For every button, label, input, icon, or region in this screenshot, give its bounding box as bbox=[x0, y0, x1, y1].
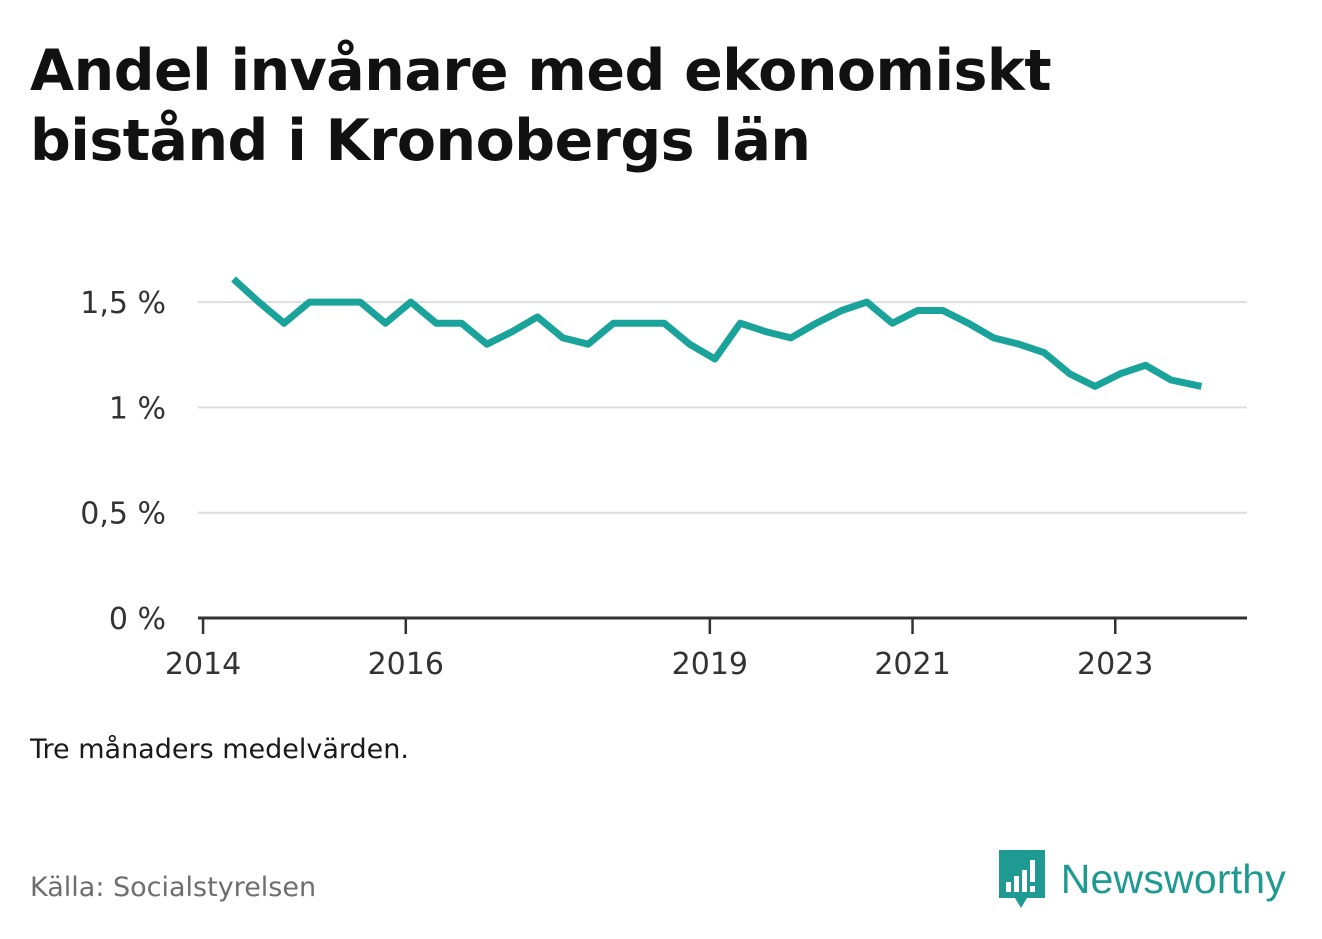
y-tick-label: 1,5 % bbox=[80, 286, 166, 321]
source-text: Källa: Socialstyrelsen bbox=[30, 872, 317, 903]
x-tick-label: 2019 bbox=[672, 647, 748, 682]
brand-logo: Newsworthy bbox=[997, 848, 1286, 910]
y-tick-label: 1 % bbox=[109, 391, 166, 426]
series-line bbox=[231, 276, 1203, 390]
x-tick-label: 2021 bbox=[874, 647, 950, 682]
chart-title: Andel invånare med ekonomiskt bistånd i … bbox=[30, 38, 1052, 174]
y-tick-label: 0,5 % bbox=[80, 497, 166, 532]
x-axis: 2014 2016 2019 2021 2023 bbox=[165, 616, 1247, 682]
y-axis-labels: 0 % 0,5 % 1 % 1,5 % bbox=[80, 286, 166, 637]
brand-name: Newsworthy bbox=[1060, 855, 1286, 902]
newsworthy-logo-icon bbox=[998, 850, 1045, 908]
y-tick-label: 0 % bbox=[109, 602, 166, 637]
x-tick-label: 2016 bbox=[368, 647, 444, 682]
x-tick-label: 2014 bbox=[165, 647, 241, 682]
x-tick-label: 2023 bbox=[1077, 647, 1153, 682]
grid-lines bbox=[198, 301, 1247, 514]
line-chart: 0 % 0,5 % 1 % 1,5 % 2014 2016 2019 2021 2023 bbox=[80, 276, 1247, 682]
chart-note: Tre månaders medelvärden. bbox=[30, 734, 409, 765]
series-layer bbox=[231, 276, 1203, 390]
